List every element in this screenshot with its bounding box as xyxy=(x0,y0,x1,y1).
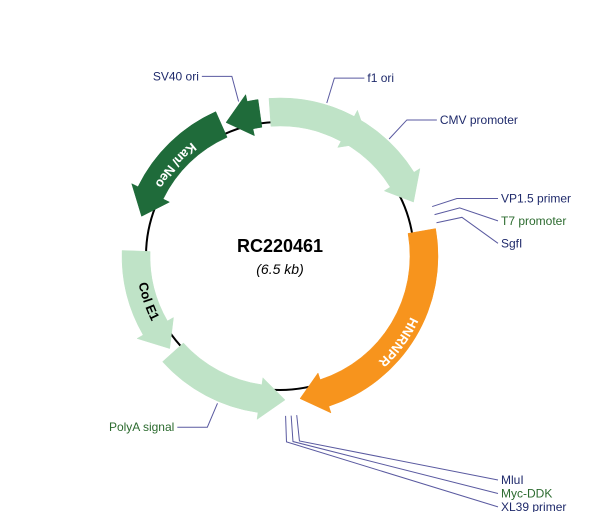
marker-t7-leader xyxy=(435,208,498,221)
plasmid-name: RC220461 xyxy=(237,236,323,256)
marker-vp15: VP1.5 primer xyxy=(501,192,571,206)
feature-polya xyxy=(163,343,285,419)
feature-label-sv40: SV40 ori xyxy=(153,69,199,83)
marker-vp15-leader xyxy=(432,199,498,207)
feature-label-polya-leader xyxy=(177,403,217,427)
feature-f1 xyxy=(269,98,369,147)
marker-xl39: XL39 primer xyxy=(501,500,566,512)
feature-label-polya: PolyA signal xyxy=(109,420,174,434)
feature-label-f1-leader xyxy=(327,78,365,103)
marker-myc: Myc-DDK xyxy=(501,487,552,501)
marker-myc-leader xyxy=(291,416,498,494)
feature-label-f1: f1 ori xyxy=(367,71,394,85)
marker-sgfi-leader xyxy=(437,217,498,243)
feature-sv40 xyxy=(226,95,262,136)
plasmid-size: (6.5 kb) xyxy=(256,261,303,277)
marker-t7: T7 promoter xyxy=(501,214,566,228)
marker-mlui: MluI xyxy=(501,473,524,487)
feature-label-sv40-leader xyxy=(202,76,239,101)
marker-mlui-leader xyxy=(297,415,498,480)
feature-label-cmv-leader xyxy=(389,120,437,139)
marker-sgfi: SgfI xyxy=(501,236,522,250)
feature-label-cmv: CMV promoter xyxy=(440,113,518,127)
marker-xl39-leader xyxy=(286,416,498,507)
